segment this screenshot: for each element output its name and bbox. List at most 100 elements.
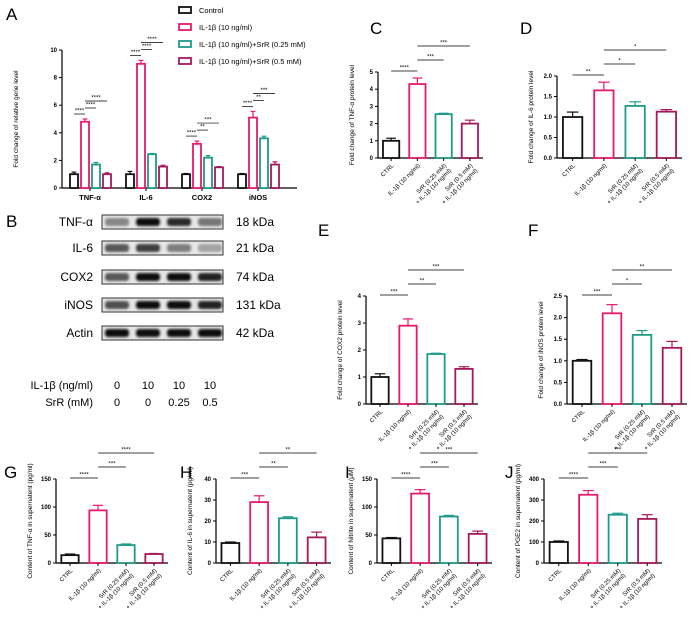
blot-strip bbox=[101, 240, 224, 256]
y-tick-label: 1 bbox=[370, 139, 374, 145]
y-tick-label: 1 bbox=[358, 375, 362, 381]
y-tick-label: 6 bbox=[54, 103, 58, 109]
y-tick-label: 50 bbox=[365, 533, 372, 539]
significance-label: **** bbox=[86, 103, 96, 109]
blot-band bbox=[198, 218, 222, 226]
bar bbox=[147, 153, 157, 189]
y-tick-label: 3 bbox=[358, 321, 362, 327]
bar bbox=[382, 139, 401, 159]
significance-label: * bbox=[618, 59, 621, 65]
bar bbox=[631, 333, 653, 405]
y-axis-label: Fold change of iNOS protein level bbox=[538, 301, 545, 399]
treatment-value: 10 bbox=[142, 380, 154, 392]
panel-letter: E bbox=[318, 221, 329, 240]
significance-label: *** bbox=[427, 55, 435, 61]
y-axis-label: Content of TNF-α in supernatent (pg/ml) bbox=[27, 463, 34, 578]
blot-band bbox=[198, 329, 222, 337]
x-tick-label: CTRL bbox=[562, 163, 578, 179]
bar bbox=[655, 110, 677, 159]
panel-letter: H bbox=[180, 463, 192, 482]
bar bbox=[192, 142, 202, 189]
x-tick-label-line: IL-1β (10 ng/ml) bbox=[229, 568, 263, 602]
y-tick-label: 0 bbox=[369, 561, 373, 567]
legend-swatch bbox=[178, 40, 192, 48]
bar bbox=[467, 532, 488, 564]
significance-label: ** bbox=[256, 95, 261, 101]
legend-label: IL-1β (10 ng/ml) bbox=[199, 23, 253, 32]
bar bbox=[259, 137, 269, 189]
significance-label: *** bbox=[431, 462, 439, 468]
significance-label: **** bbox=[75, 109, 85, 115]
x-tick-label: SrR (0.25 mM)+ IL-1β (10 ng/ml) bbox=[602, 163, 645, 206]
significance-label: *** bbox=[593, 290, 601, 296]
y-tick-label: 2.0 bbox=[554, 316, 563, 322]
x-tick-label: IL-1β (10 ng/ml) bbox=[574, 163, 608, 197]
bar bbox=[88, 509, 108, 564]
significance-label: *** bbox=[204, 118, 212, 124]
significance-label: ** bbox=[640, 265, 645, 271]
bar bbox=[248, 116, 258, 189]
legend-label: IL-1β (10 ng/ml)+SrR (0.5 mM) bbox=[199, 57, 302, 66]
bar bbox=[220, 542, 241, 564]
bar bbox=[661, 346, 683, 405]
bar bbox=[80, 120, 90, 189]
blot-band bbox=[167, 329, 191, 337]
significance-label: **** bbox=[147, 37, 157, 43]
significance-label: *** bbox=[390, 290, 398, 296]
bar bbox=[601, 312, 623, 405]
panel-letter: J bbox=[505, 463, 514, 482]
y-tick-label: 150 bbox=[41, 477, 52, 483]
bar bbox=[203, 156, 213, 189]
bar bbox=[408, 83, 427, 159]
panel-H: H 0 10 20 30 40 Content of IL-6 in supernatent… bbox=[180, 448, 331, 611]
y-tick-label: 0 bbox=[358, 402, 362, 408]
bar bbox=[578, 493, 599, 564]
y-tick-label: 2 bbox=[54, 158, 58, 164]
treatment-value: 0 bbox=[114, 397, 120, 409]
significance-label: * bbox=[626, 279, 629, 285]
blot-band bbox=[167, 218, 191, 226]
y-tick-label: 5 bbox=[370, 70, 374, 76]
y-axis-label: Fold change of IL-6 protein level bbox=[528, 70, 535, 163]
x-tick-label-line: CTRL bbox=[380, 163, 396, 179]
y-tick-label: 200 bbox=[529, 519, 540, 525]
x-tick-label-line: IL-1β (10 ng/ml) bbox=[558, 568, 592, 602]
legend-label: IL-1β (10 ng/ml)+SrR (0.25 mM) bbox=[199, 40, 306, 49]
bar bbox=[434, 113, 453, 159]
y-tick-label: 300 bbox=[529, 498, 540, 504]
y-tick-label: 0.5 bbox=[554, 380, 563, 386]
y-tick-label: 4 bbox=[358, 294, 362, 300]
panel-D: D 0.0 0.5 1.0 1.5 2.0 Fold change of IL-6 prot… bbox=[520, 19, 682, 206]
significance-label: **** bbox=[401, 473, 411, 479]
significance-label: **** bbox=[121, 448, 131, 454]
x-tick-label-line: CTRL bbox=[219, 568, 235, 584]
blot-band bbox=[198, 244, 222, 252]
blot-band bbox=[167, 244, 191, 252]
legend-label: Control bbox=[199, 6, 224, 15]
blot-strip bbox=[101, 269, 224, 285]
blot-kda-label: 21 kDa bbox=[236, 241, 274, 255]
bar bbox=[624, 105, 646, 159]
bar bbox=[116, 544, 136, 564]
blot-kda-label: 18 kDa bbox=[236, 215, 274, 229]
y-tick-label: 0.0 bbox=[544, 156, 553, 162]
y-tick-label: 4 bbox=[370, 87, 374, 93]
bar bbox=[60, 554, 80, 564]
legend-swatch bbox=[178, 23, 192, 31]
significance-label: ** bbox=[286, 448, 291, 454]
panel-J: J 0 100 200 300 400 Content of PGE2 in superna… bbox=[505, 448, 662, 611]
y-tick-label: 50 bbox=[44, 533, 51, 539]
significance-label: *** bbox=[614, 448, 622, 454]
significance-label: *** bbox=[241, 473, 249, 479]
bar bbox=[214, 166, 224, 189]
bar bbox=[571, 359, 593, 405]
x-tick-label-line: CTRL bbox=[380, 568, 396, 584]
y-tick-label: 8 bbox=[54, 76, 58, 82]
panel-B: B TNF-α 18 kDa IL-6 21 kDa COX2 74 kDa iNOS 131 … bbox=[6, 212, 281, 409]
y-tick-label: 100 bbox=[529, 540, 540, 546]
x-tick-label-line: CTRL bbox=[59, 568, 75, 584]
bar bbox=[454, 367, 474, 405]
blot-band bbox=[105, 301, 129, 309]
panel-F: F 0.0 0.5 1.0 1.5 2.0 2.5 Fold change of iNOS p… bbox=[528, 221, 687, 452]
y-tick-label: 0 bbox=[208, 561, 212, 567]
